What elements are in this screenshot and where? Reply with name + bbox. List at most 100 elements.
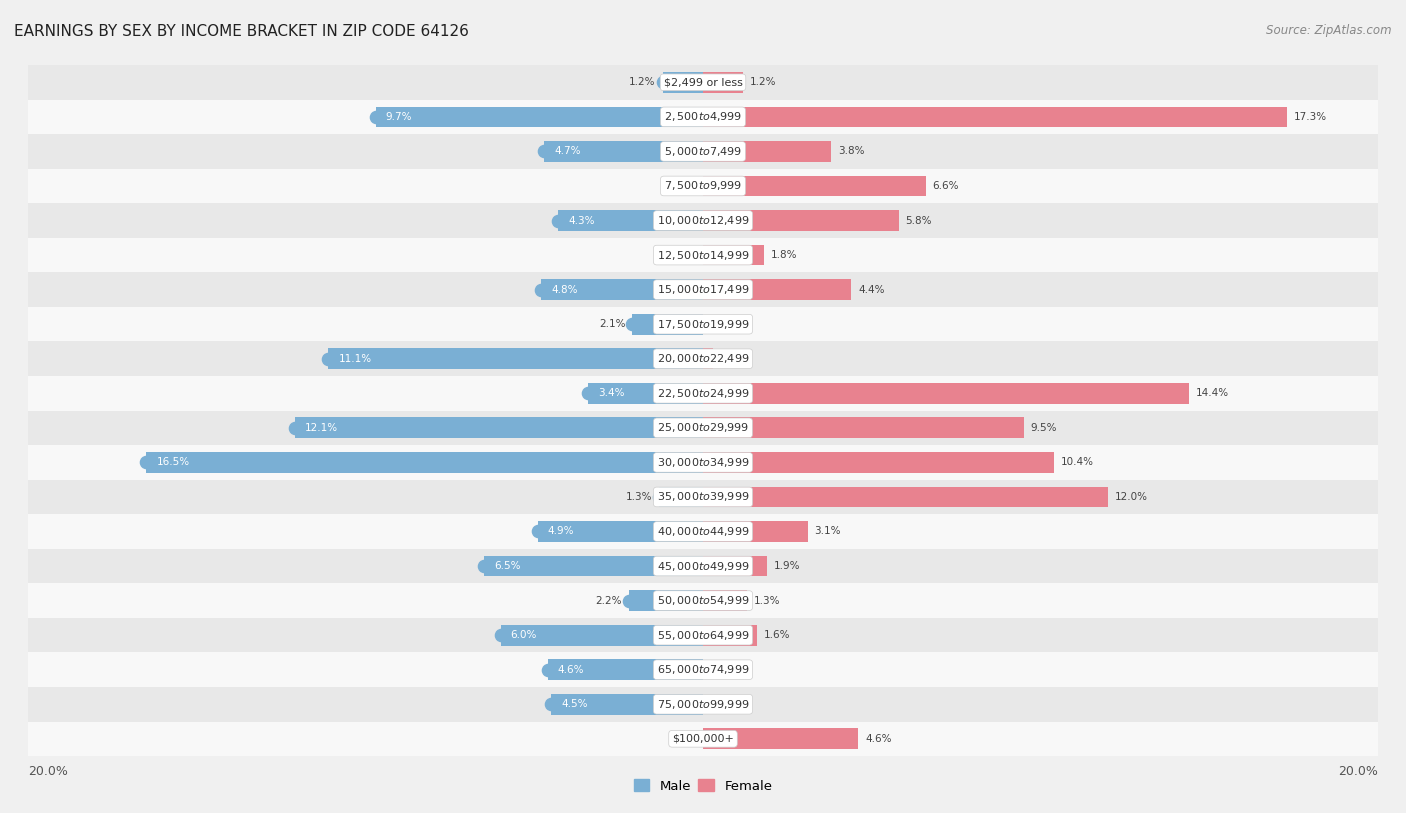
Text: 6.0%: 6.0% <box>510 630 537 640</box>
Text: $75,000 to $99,999: $75,000 to $99,999 <box>657 698 749 711</box>
Bar <box>28 65 1378 99</box>
Bar <box>588 383 703 404</box>
Text: $25,000 to $29,999: $25,000 to $29,999 <box>657 421 749 434</box>
Text: 4.9%: 4.9% <box>548 527 574 537</box>
Bar <box>28 549 1378 584</box>
Text: EARNINGS BY SEX BY INCOME BRACKET IN ZIP CODE 64126: EARNINGS BY SEX BY INCOME BRACKET IN ZIP… <box>14 24 470 39</box>
Text: 2.2%: 2.2% <box>596 596 621 606</box>
Text: $5,000 to $7,499: $5,000 to $7,499 <box>664 145 742 158</box>
Bar <box>28 169 1378 203</box>
Text: 1.3%: 1.3% <box>626 492 652 502</box>
Bar <box>703 107 1286 127</box>
Text: $65,000 to $74,999: $65,000 to $74,999 <box>657 663 749 676</box>
Bar <box>703 72 744 93</box>
Bar <box>703 728 858 750</box>
Bar <box>146 452 703 473</box>
Bar <box>484 556 703 576</box>
Text: $45,000 to $49,999: $45,000 to $49,999 <box>657 559 749 572</box>
Text: 4.8%: 4.8% <box>551 285 578 294</box>
Bar <box>703 556 768 576</box>
Text: $2,499 or less: $2,499 or less <box>664 77 742 87</box>
Text: 12.0%: 12.0% <box>1115 492 1147 502</box>
Text: Source: ZipAtlas.com: Source: ZipAtlas.com <box>1267 24 1392 37</box>
Bar <box>28 341 1378 376</box>
Text: 1.9%: 1.9% <box>773 561 800 571</box>
Bar <box>703 349 713 369</box>
Text: $2,500 to $4,999: $2,500 to $4,999 <box>664 111 742 124</box>
Text: $55,000 to $64,999: $55,000 to $64,999 <box>657 628 749 641</box>
Bar <box>375 107 703 127</box>
Bar <box>28 515 1378 549</box>
Text: 4.4%: 4.4% <box>858 285 884 294</box>
Text: 2.1%: 2.1% <box>599 320 626 329</box>
Text: 20.0%: 20.0% <box>28 765 67 778</box>
Bar <box>703 624 756 646</box>
Text: $10,000 to $12,499: $10,000 to $12,499 <box>657 214 749 227</box>
Bar <box>659 486 703 507</box>
Text: 4.6%: 4.6% <box>865 734 891 744</box>
Bar <box>295 418 703 438</box>
Bar <box>28 134 1378 169</box>
Bar <box>628 590 703 611</box>
Text: 9.5%: 9.5% <box>1031 423 1057 433</box>
Text: 17.3%: 17.3% <box>1294 112 1327 122</box>
Bar <box>537 521 703 541</box>
Bar <box>703 590 747 611</box>
Bar <box>28 307 1378 341</box>
Bar <box>28 411 1378 446</box>
Bar <box>329 349 703 369</box>
Text: 3.8%: 3.8% <box>838 146 865 156</box>
Text: $50,000 to $54,999: $50,000 to $54,999 <box>657 594 749 607</box>
Bar <box>28 618 1378 652</box>
Text: 1.6%: 1.6% <box>763 630 790 640</box>
Text: 4.5%: 4.5% <box>561 699 588 709</box>
Text: $15,000 to $17,499: $15,000 to $17,499 <box>657 283 749 296</box>
Text: 1.2%: 1.2% <box>751 77 776 87</box>
Bar <box>633 314 703 335</box>
Bar <box>541 280 703 300</box>
Text: 0.0%: 0.0% <box>671 250 696 260</box>
Bar <box>551 694 703 715</box>
Text: $22,500 to $24,999: $22,500 to $24,999 <box>657 387 749 400</box>
Text: 0.0%: 0.0% <box>671 734 696 744</box>
Bar <box>28 99 1378 134</box>
Bar <box>703 452 1054 473</box>
Bar <box>703 486 1108 507</box>
Text: $7,500 to $9,999: $7,500 to $9,999 <box>664 180 742 193</box>
Text: $40,000 to $44,999: $40,000 to $44,999 <box>657 525 749 538</box>
Bar <box>703 211 898 231</box>
Bar <box>703 521 807 541</box>
Bar <box>28 446 1378 480</box>
Text: $35,000 to $39,999: $35,000 to $39,999 <box>657 490 749 503</box>
Text: 10.4%: 10.4% <box>1060 458 1094 467</box>
Text: 6.5%: 6.5% <box>494 561 520 571</box>
Text: 0.29%: 0.29% <box>720 354 752 363</box>
Text: 3.1%: 3.1% <box>814 527 841 537</box>
Text: 1.3%: 1.3% <box>754 596 780 606</box>
Bar <box>703 141 831 162</box>
Text: 0.0%: 0.0% <box>671 181 696 191</box>
Text: $100,000+: $100,000+ <box>672 734 734 744</box>
Bar <box>28 376 1378 411</box>
Bar <box>662 72 703 93</box>
Text: 14.4%: 14.4% <box>1195 389 1229 398</box>
Text: 4.3%: 4.3% <box>568 215 595 225</box>
Text: 0.0%: 0.0% <box>710 699 735 709</box>
Bar <box>28 652 1378 687</box>
Bar <box>28 584 1378 618</box>
Text: 4.7%: 4.7% <box>554 146 581 156</box>
Bar <box>703 245 763 265</box>
Text: 5.8%: 5.8% <box>905 215 932 225</box>
Bar <box>703 418 1024 438</box>
Text: 11.1%: 11.1% <box>339 354 371 363</box>
Text: 3.4%: 3.4% <box>599 389 624 398</box>
Text: 4.6%: 4.6% <box>558 665 585 675</box>
Bar <box>28 272 1378 307</box>
Text: $30,000 to $34,999: $30,000 to $34,999 <box>657 456 749 469</box>
Bar <box>548 659 703 680</box>
Text: $20,000 to $22,499: $20,000 to $22,499 <box>657 352 749 365</box>
Text: 9.7%: 9.7% <box>385 112 412 122</box>
Text: 16.5%: 16.5% <box>156 458 190 467</box>
Text: 1.8%: 1.8% <box>770 250 797 260</box>
Legend: Male, Female: Male, Female <box>628 774 778 798</box>
